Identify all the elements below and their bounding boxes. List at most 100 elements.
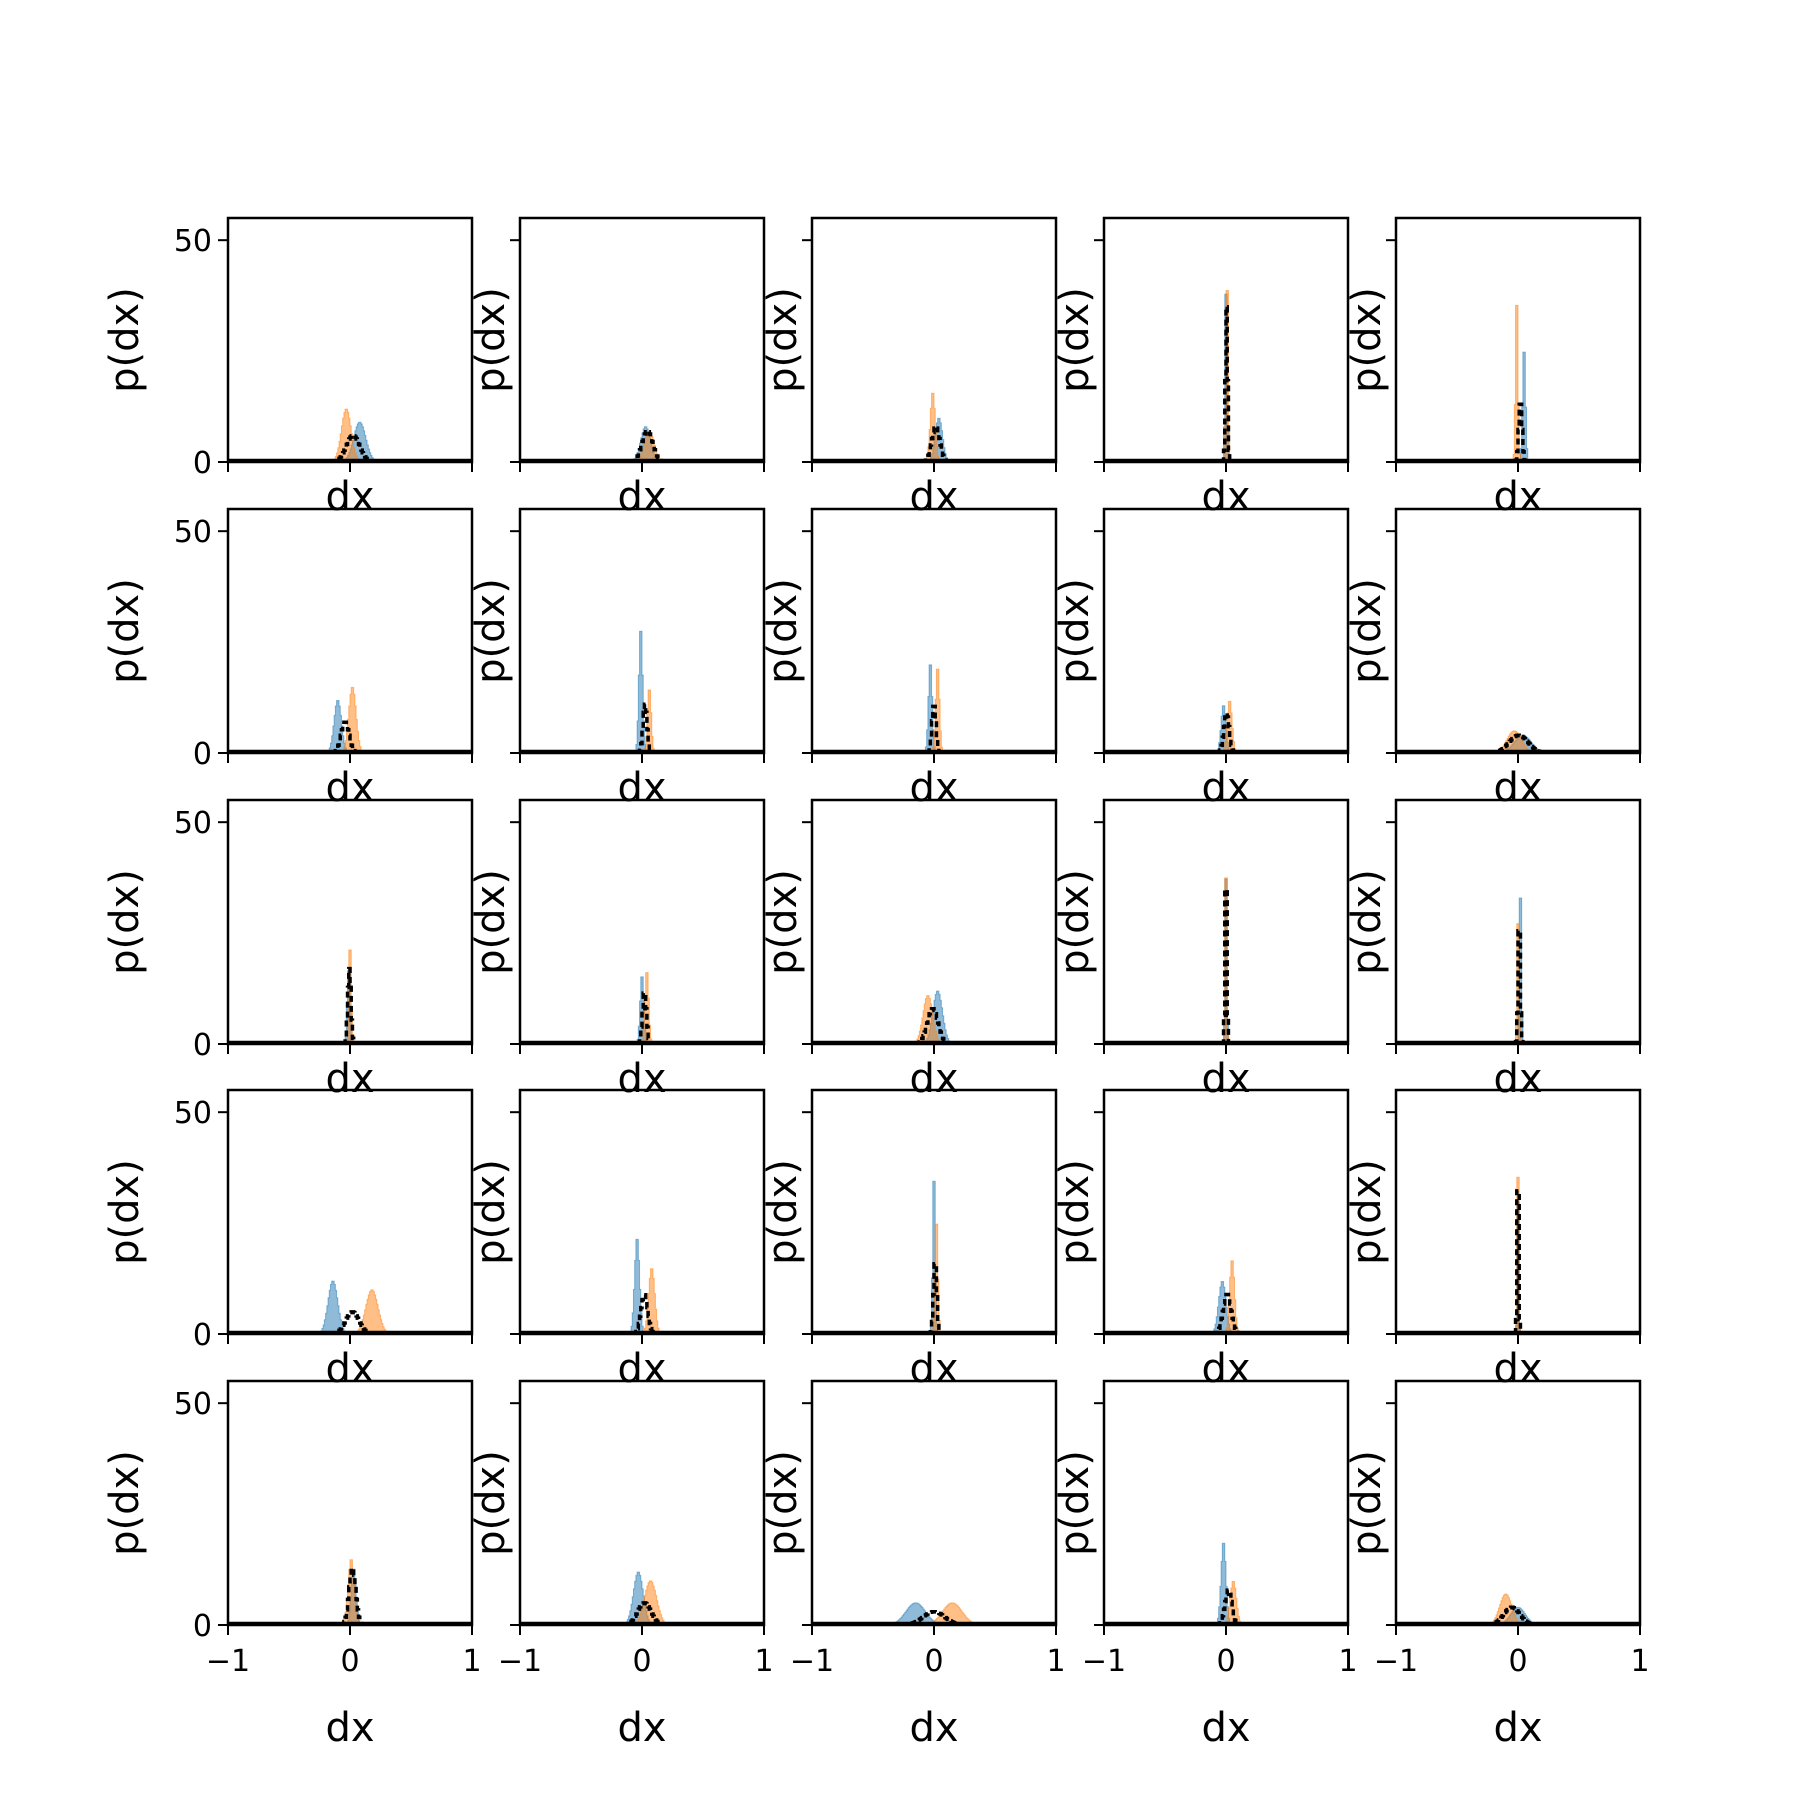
x-axis-label: dx xyxy=(325,765,374,811)
plot-area xyxy=(1396,304,1640,462)
histogram-blue xyxy=(316,1280,350,1334)
subplot-r1-c4: dx p(dx) xyxy=(1344,507,1642,811)
x-axis-label: dx xyxy=(1201,1705,1250,1751)
plot-area xyxy=(520,1238,764,1334)
y-axis-label: p(dx) xyxy=(468,869,514,975)
x-axis-label: dx xyxy=(617,1346,666,1392)
y-axis-label: p(dx) xyxy=(1052,287,1098,393)
y-axis-label: p(dx) xyxy=(760,1159,806,1265)
subplot-r0-c2: dx p(dx) xyxy=(760,216,1058,520)
plot-area xyxy=(1396,1176,1640,1334)
plot-area xyxy=(812,1602,1056,1625)
x-tick-label: −1 xyxy=(790,1644,834,1679)
x-tick-label: 1 xyxy=(1046,1644,1065,1679)
dashed-black-step xyxy=(913,1006,952,1044)
x-axis-label: dx xyxy=(1493,1705,1542,1751)
y-axis-label: p(dx) xyxy=(1344,869,1390,975)
y-tick-label: 50 xyxy=(174,515,212,550)
dashed-black-step xyxy=(1513,1189,1523,1334)
subplot-r4-c1: −1 0 1 dx p(dx) xyxy=(468,1379,774,1751)
subplot-r1-c2: dx p(dx) xyxy=(760,507,1058,811)
plot-area xyxy=(812,1180,1056,1334)
y-axis-label: p(dx) xyxy=(1344,578,1390,684)
x-tick-label: 1 xyxy=(1338,1644,1357,1679)
y-axis-label: p(dx) xyxy=(1052,1450,1098,1556)
subplot-r1-c0: 0 50 dx p(dx) xyxy=(102,507,474,811)
plot-area xyxy=(228,686,472,753)
x-axis-label: dx xyxy=(1201,1346,1250,1392)
subplot-r2-c4: dx p(dx) xyxy=(1344,798,1642,1102)
x-axis-label: dx xyxy=(1493,474,1542,520)
histogram-orange xyxy=(329,408,363,462)
subplot-r2-c2: dx p(dx) xyxy=(760,798,1058,1102)
x-axis-label: dx xyxy=(617,1056,666,1102)
plot-area xyxy=(520,972,764,1044)
y-tick-label: 0 xyxy=(193,1028,212,1063)
y-axis-label: p(dx) xyxy=(1052,869,1098,975)
x-axis-label: dx xyxy=(909,474,958,520)
x-axis-label: dx xyxy=(909,1056,958,1102)
y-axis-label: p(dx) xyxy=(468,1159,514,1265)
dashed-black-step xyxy=(1212,1292,1243,1334)
x-axis-label: dx xyxy=(909,765,958,811)
x-axis-label: dx xyxy=(617,1705,666,1751)
x-axis-label: dx xyxy=(325,474,374,520)
plot-area xyxy=(812,392,1056,462)
y-axis-label: p(dx) xyxy=(102,287,148,393)
subplot-r3-c0: 0 50 dx p(dx) xyxy=(102,1088,474,1392)
y-axis-label: p(dx) xyxy=(760,287,806,393)
subplot-r3-c3: dx p(dx) xyxy=(1052,1088,1350,1392)
x-axis-label: dx xyxy=(1493,1056,1542,1102)
x-axis-label: dx xyxy=(617,765,666,811)
y-tick-label: 0 xyxy=(193,1318,212,1353)
y-axis-label: p(dx) xyxy=(468,578,514,684)
x-axis-label: dx xyxy=(325,1056,374,1102)
subplot-r3-c4: dx p(dx) xyxy=(1344,1088,1642,1392)
x-axis-label: dx xyxy=(325,1705,374,1751)
dashed-black-step xyxy=(926,704,942,753)
subplot-r4-c3: −1 0 1 dx p(dx) xyxy=(1052,1379,1358,1751)
x-axis-label: dx xyxy=(1201,1056,1250,1102)
plot-area xyxy=(228,408,472,462)
plot-area xyxy=(1396,730,1640,753)
subplot-r2-c3: dx p(dx) xyxy=(1052,798,1350,1102)
y-axis-label: p(dx) xyxy=(468,1450,514,1556)
y-tick-label: 50 xyxy=(174,224,212,259)
y-tick-label: 50 xyxy=(174,1096,212,1131)
y-axis-label: p(dx) xyxy=(760,869,806,975)
subplot-r3-c2: dx p(dx) xyxy=(760,1088,1058,1392)
plot-area xyxy=(812,990,1056,1044)
subplot-r2-c1: dx p(dx) xyxy=(468,798,766,1102)
y-axis-label: p(dx) xyxy=(1344,287,1390,393)
y-axis-label: p(dx) xyxy=(468,287,514,393)
y-axis-label: p(dx) xyxy=(102,578,148,684)
plot-area xyxy=(228,1559,472,1625)
y-axis-label: p(dx) xyxy=(102,1159,148,1265)
x-tick-label: −1 xyxy=(1374,1644,1418,1679)
histogram-orange xyxy=(911,995,945,1044)
dashed-black-step xyxy=(629,429,666,462)
x-tick-label: 0 xyxy=(1216,1644,1235,1679)
x-axis-label: dx xyxy=(909,1346,958,1392)
subplot-r0-c3: dx p(dx) xyxy=(1052,216,1350,520)
subplot-r0-c4: dx p(dx) xyxy=(1344,216,1642,520)
subplot-r2-c0: 0 50 dx p(dx) xyxy=(102,798,474,1102)
subplot-r1-c1: dx p(dx) xyxy=(468,507,766,811)
histogram-orange xyxy=(630,1580,671,1625)
y-tick-label: 0 xyxy=(193,1609,212,1644)
y-axis-label: p(dx) xyxy=(1344,1159,1390,1265)
plot-area xyxy=(1104,700,1348,753)
y-axis-label: p(dx) xyxy=(102,869,148,975)
y-axis-label: p(dx) xyxy=(1344,1450,1390,1556)
x-axis-label: dx xyxy=(1201,474,1250,520)
y-tick-label: 50 xyxy=(174,806,212,841)
dashed-black-step xyxy=(1513,402,1528,462)
histogram-orange xyxy=(931,668,945,753)
x-tick-label: 0 xyxy=(924,1644,943,1679)
plot-area xyxy=(1104,1260,1348,1334)
subplot-r1-c3: dx p(dx) xyxy=(1052,507,1350,811)
x-tick-label: 1 xyxy=(1630,1644,1649,1679)
histogram-blue xyxy=(628,1238,647,1334)
